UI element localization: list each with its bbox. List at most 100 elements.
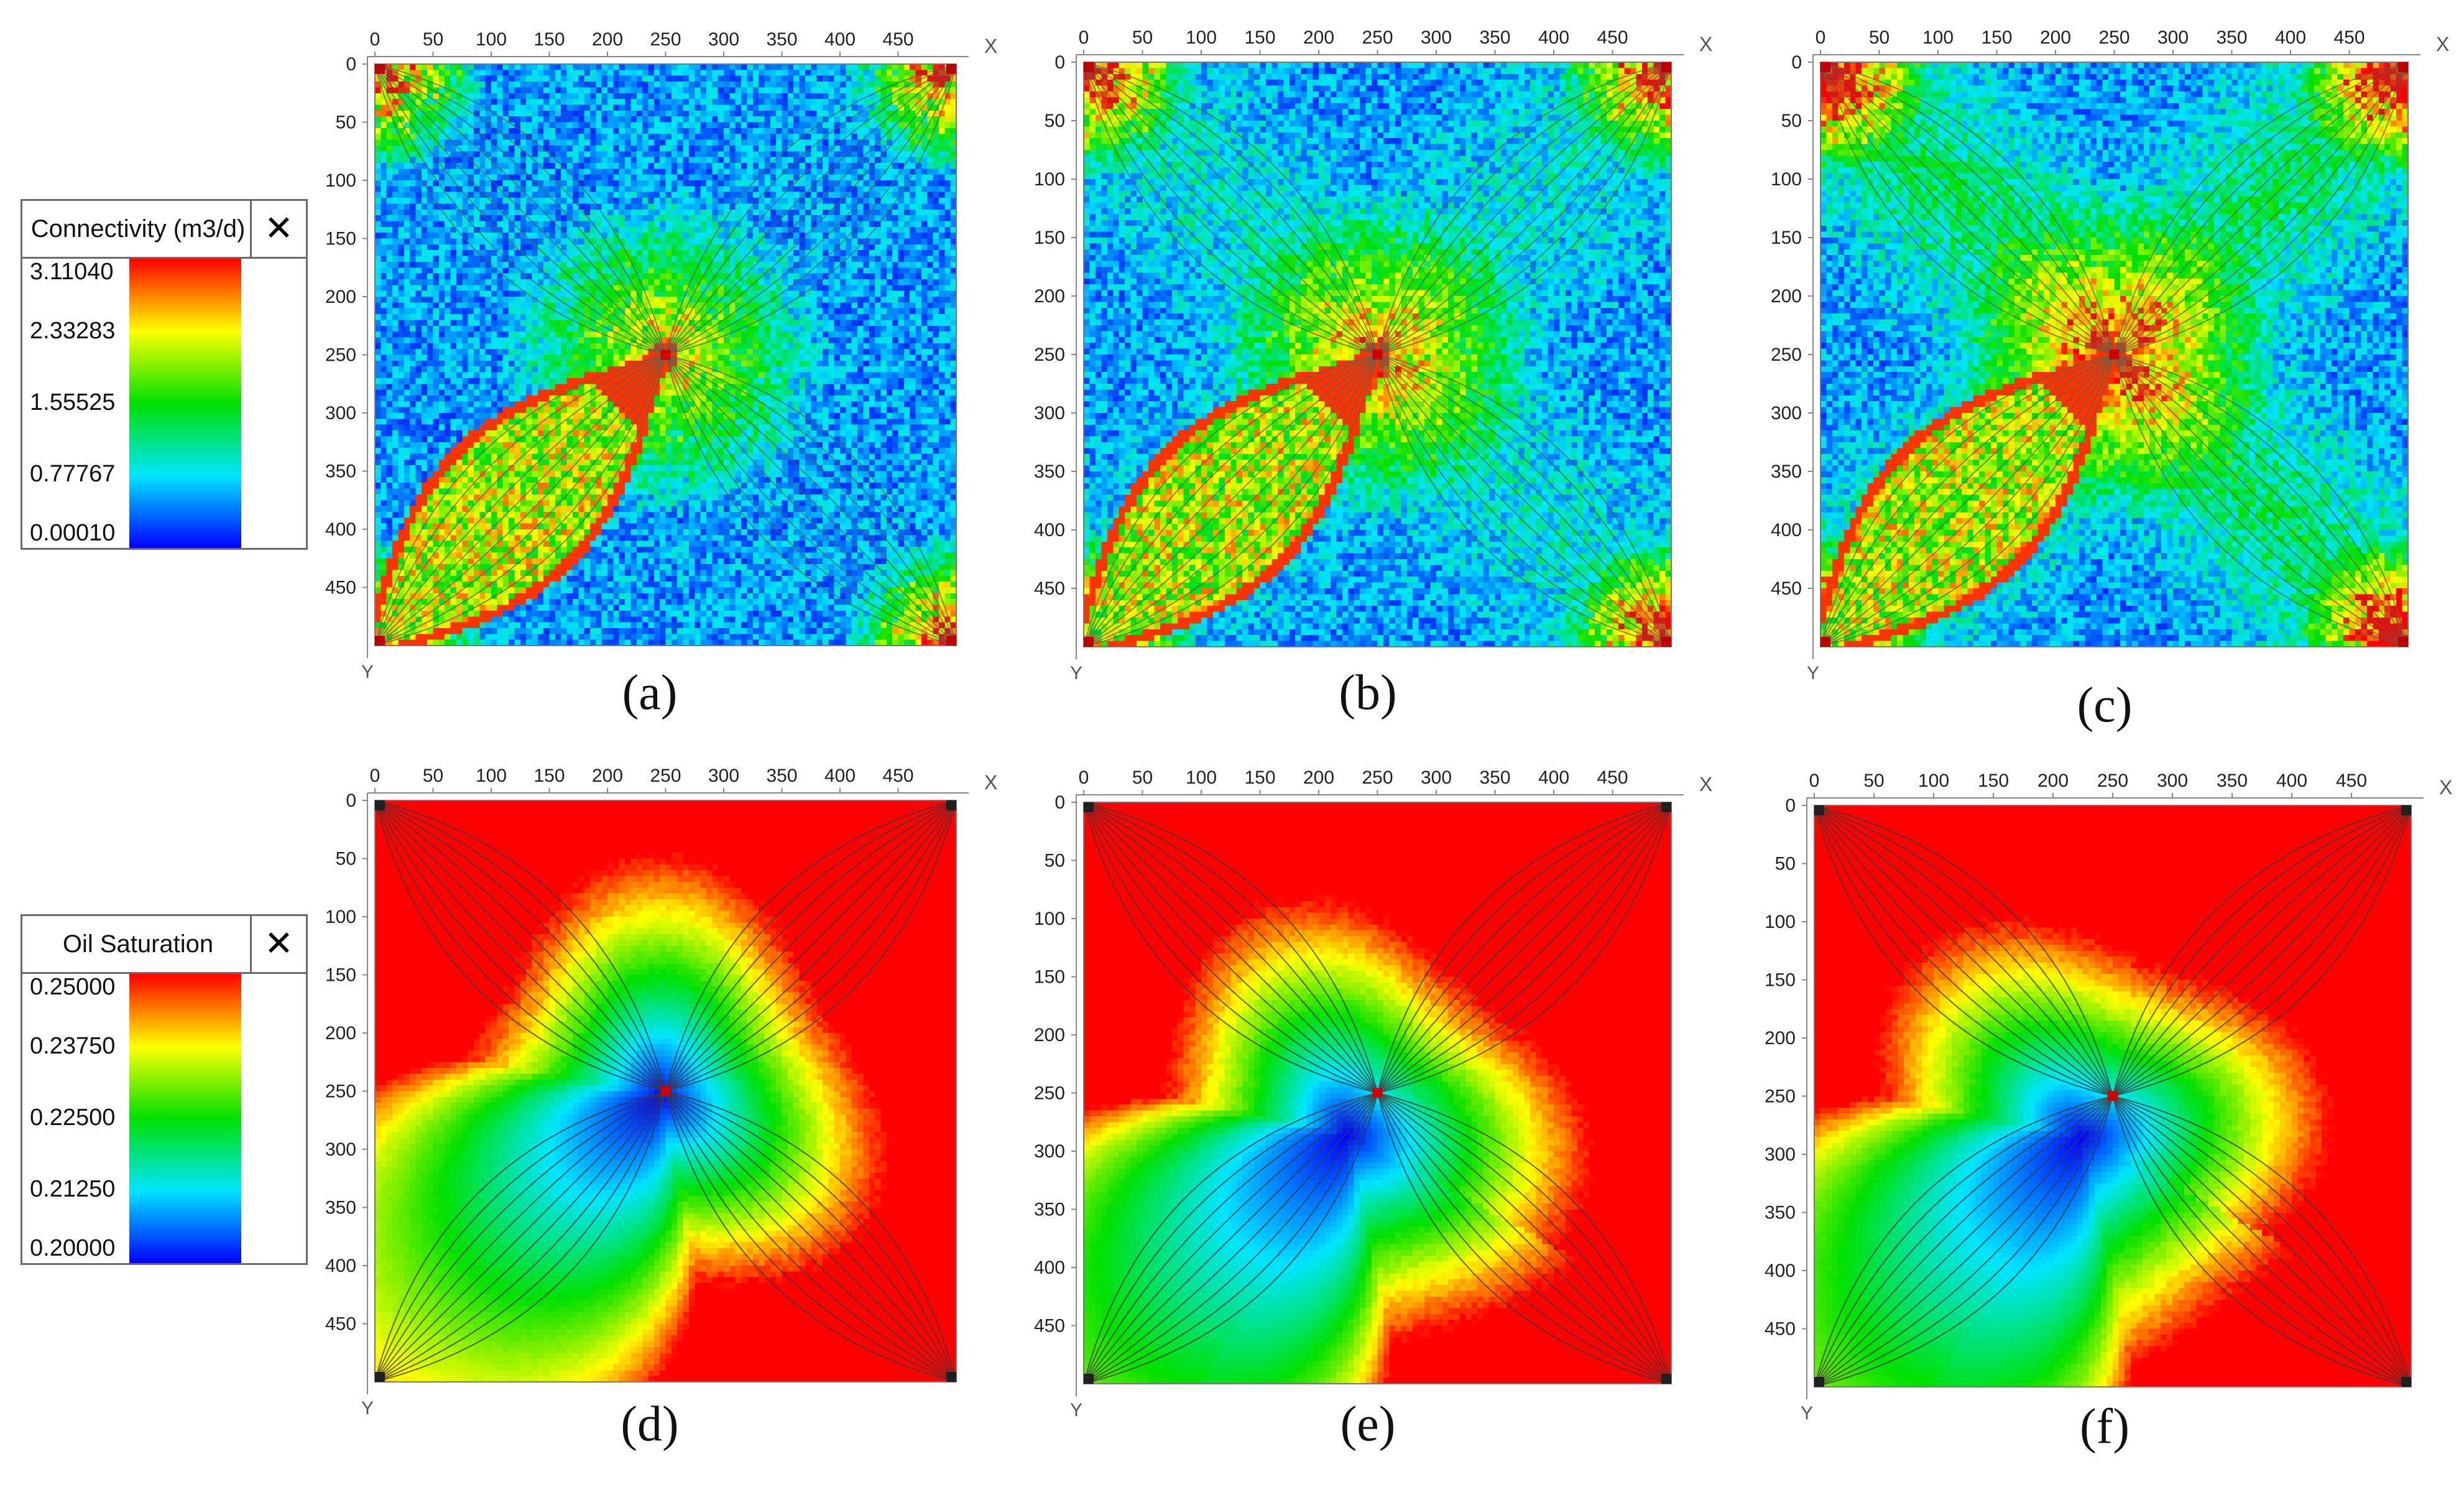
- y-tick-label: 100: [1771, 169, 1802, 190]
- x-tick-label: 250: [2097, 771, 2128, 791]
- y-tick-label: 400: [1034, 1258, 1065, 1278]
- y-tick-label: 400: [325, 1256, 356, 1276]
- x-tick-label: 50: [1132, 27, 1153, 48]
- panel-caption: (b): [1339, 665, 1396, 720]
- producer-well-marker: [1084, 1374, 1094, 1384]
- x-tick-label: 200: [1303, 27, 1334, 48]
- panel-caption: (c): [2077, 678, 2133, 733]
- x-tick-label: 250: [2098, 27, 2129, 48]
- x-tick-label: 350: [766, 766, 797, 786]
- y-tick-label: 150: [1765, 970, 1796, 991]
- y-tick-label: 250: [325, 1082, 356, 1102]
- y-axis-label: Y: [361, 662, 374, 682]
- x-tick-label: 250: [650, 766, 681, 786]
- producer-well-marker: [946, 64, 956, 74]
- y-tick-label: 350: [1771, 461, 1802, 482]
- x-tick-label: 250: [1362, 27, 1393, 48]
- y-tick-label: 200: [1771, 286, 1802, 307]
- x-axis-label: X: [2436, 33, 2449, 55]
- y-tick-label: 50: [336, 849, 356, 869]
- x-tick-label: 200: [2040, 27, 2071, 48]
- x-tick-label: 300: [708, 29, 739, 50]
- producer-well-marker: [2401, 805, 2411, 815]
- x-axis-label: X: [984, 35, 997, 57]
- x-tick-label: 150: [533, 29, 565, 50]
- y-tick-label: 100: [1765, 912, 1796, 932]
- y-tick-label: 350: [325, 461, 356, 482]
- x-tick-label: 450: [1597, 27, 1628, 48]
- y-tick-label: 200: [325, 287, 356, 307]
- x-tick-label: 100: [476, 766, 507, 786]
- heatmap-panel: 0 50 100 150 200 250 300 350 400 4500501001502002…: [325, 29, 997, 720]
- x-tick-label: 300: [2157, 771, 2188, 791]
- producer-well-marker: [375, 1372, 385, 1382]
- x-tick-label: 450: [882, 766, 913, 786]
- x-tick-label: 400: [1538, 27, 1569, 48]
- producer-well-marker: [1814, 805, 1824, 815]
- y-tick-label: 50: [1045, 111, 1065, 131]
- producer-well-marker: [1084, 802, 1094, 812]
- x-tick-label: 100: [1186, 767, 1217, 788]
- x-axis-label: X: [984, 771, 997, 794]
- panel-caption: (d): [621, 1397, 678, 1452]
- heatmap-panel: 0 50 100 150 200 250 300 350 400 4500501001502002…: [1034, 27, 1712, 720]
- x-tick-label: 200: [1303, 767, 1334, 788]
- y-tick-label: 250: [1771, 345, 1802, 365]
- x-tick-label: 450: [2336, 771, 2367, 791]
- x-tick-label: 50: [423, 766, 443, 786]
- y-tick-label: 100: [1034, 909, 1065, 929]
- y-tick-label: 50: [1045, 851, 1065, 871]
- y-tick-label: 300: [1771, 403, 1802, 424]
- producer-well-marker: [1661, 1374, 1671, 1384]
- x-tick-label: 250: [1362, 767, 1393, 788]
- injector-well-marker: [661, 350, 671, 360]
- producer-well-marker: [1661, 637, 1671, 647]
- producer-well-marker: [1084, 62, 1094, 72]
- y-axis-label: Y: [361, 1398, 374, 1419]
- y-tick-label: 50: [336, 113, 356, 133]
- x-tick-label: 400: [1538, 767, 1569, 788]
- y-tick-label: 200: [1034, 286, 1065, 307]
- x-tick-label: 350: [1479, 767, 1510, 788]
- y-tick-label: 0: [346, 790, 356, 811]
- y-tick-label: 350: [325, 1198, 356, 1218]
- x-tick-label: 50: [1863, 771, 1884, 791]
- x-tick-label: 350: [2216, 27, 2247, 48]
- x-axis-label: X: [1699, 33, 1712, 55]
- x-tick-label: 300: [1421, 27, 1452, 48]
- y-tick-label: 200: [325, 1023, 356, 1044]
- y-tick-label: 100: [325, 170, 356, 191]
- y-axis-label: Y: [1807, 663, 1819, 683]
- x-tick-label: 350: [1479, 27, 1510, 48]
- y-tick-label: 100: [1034, 169, 1065, 190]
- producer-well-marker: [946, 1372, 956, 1382]
- x-tick-label: 100: [476, 29, 507, 50]
- producer-well-marker: [1661, 62, 1671, 72]
- y-tick-label: 150: [1034, 228, 1065, 248]
- producer-well-marker: [2398, 62, 2408, 72]
- x-tick-label: 200: [592, 766, 623, 786]
- y-tick-label: 350: [1034, 1200, 1065, 1220]
- producer-well-marker: [2401, 1377, 2411, 1387]
- y-tick-label: 250: [1034, 345, 1065, 365]
- injector-well-marker: [1373, 1088, 1383, 1098]
- y-tick-label: 450: [325, 1314, 356, 1335]
- injector-well-marker: [2108, 1091, 2118, 1101]
- x-tick-label: 450: [2333, 27, 2365, 48]
- producer-well-marker: [1084, 637, 1094, 647]
- x-tick-label: 300: [708, 766, 739, 786]
- producer-well-marker: [375, 636, 385, 646]
- x-tick-label: 250: [650, 29, 681, 50]
- y-axis-label: Y: [1070, 1400, 1082, 1420]
- x-tick-label: 50: [1132, 767, 1153, 788]
- y-tick-label: 150: [1771, 228, 1802, 248]
- y-tick-label: 400: [1034, 520, 1065, 540]
- heatmap-panels: 0 50 100 150 200 250 300 350 400 450 0 50 100 150 200 2…: [0, 0, 2464, 1487]
- injector-well-marker: [2110, 350, 2120, 359]
- y-tick-label: 150: [1034, 967, 1065, 988]
- figure-canvas: Connectivity (m3/d) ✕ 3.11040 2.33283 1.…: [0, 0, 2464, 1487]
- producer-well-marker: [1661, 802, 1671, 812]
- y-tick-label: 400: [1771, 520, 1802, 540]
- y-tick-label: 0: [1791, 52, 1802, 73]
- x-axis-label: X: [2439, 776, 2452, 799]
